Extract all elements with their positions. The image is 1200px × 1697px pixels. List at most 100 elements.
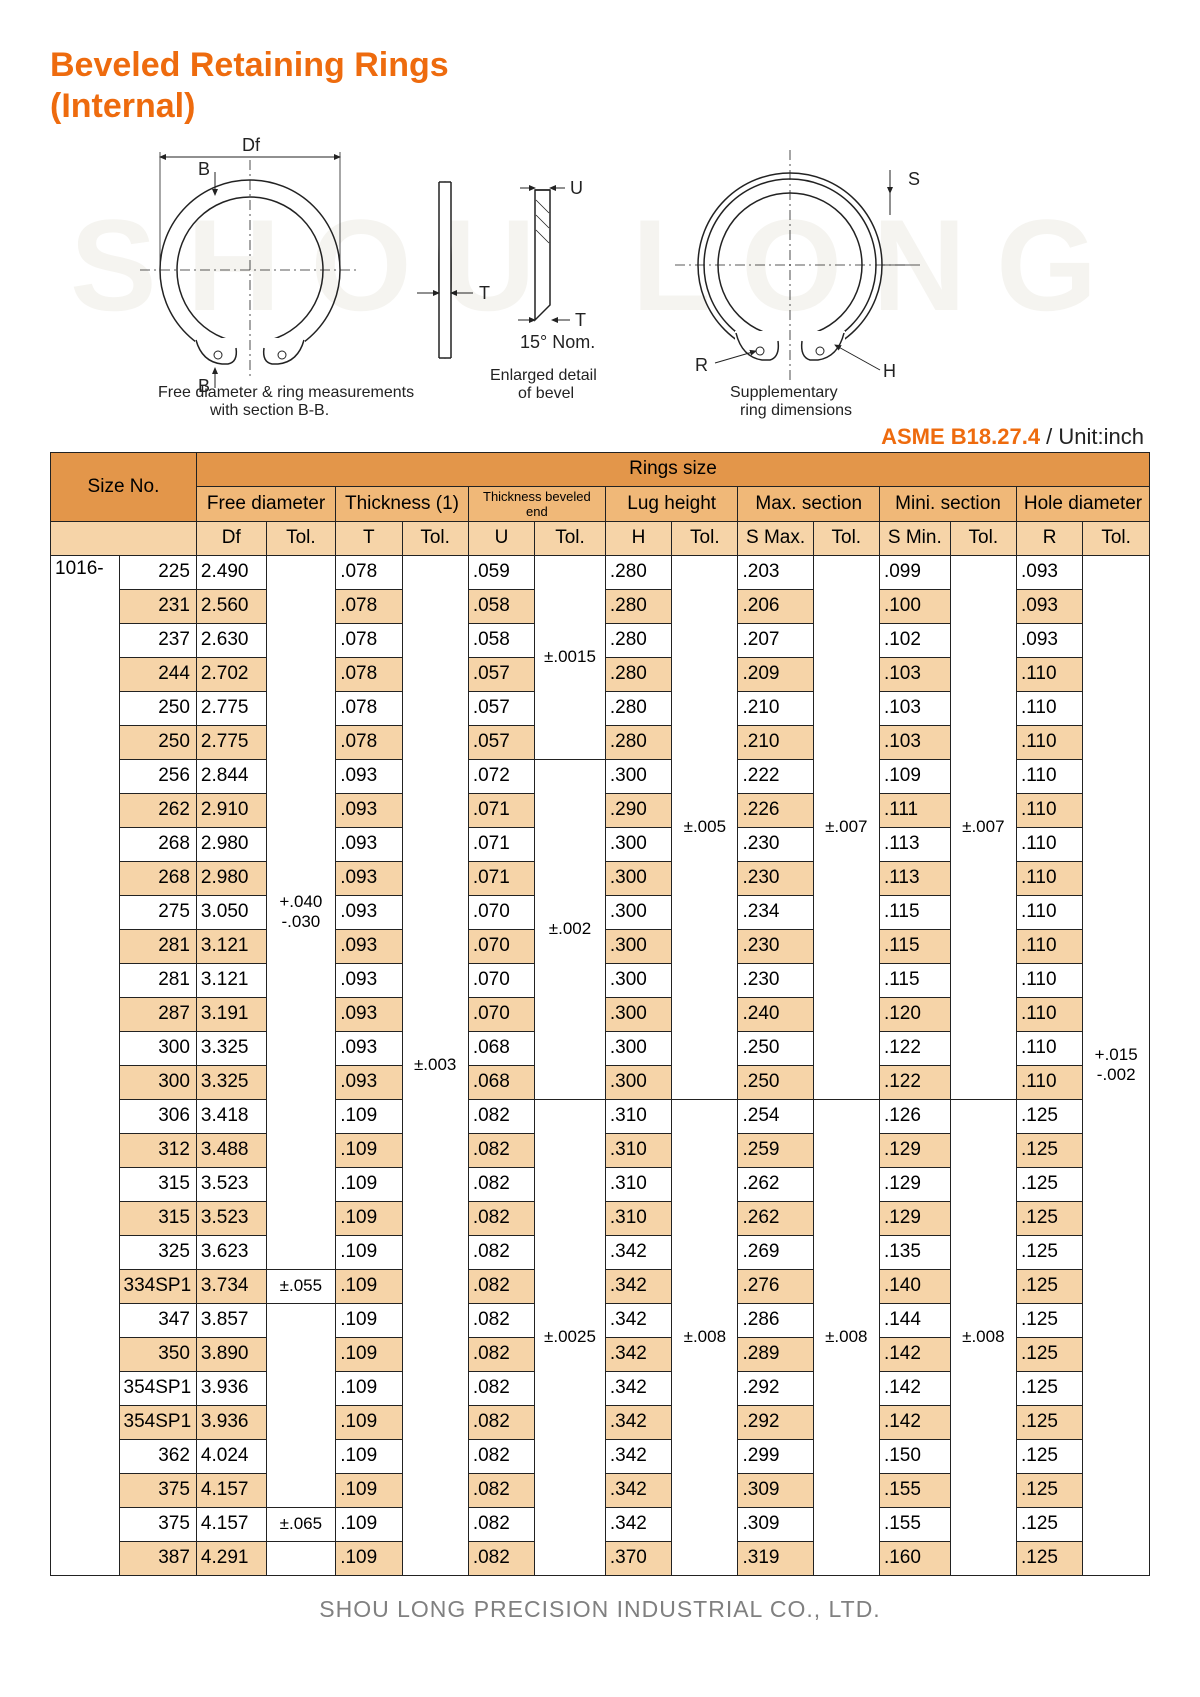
data-cell: .082 — [468, 1541, 534, 1575]
data-cell: .280 — [605, 657, 671, 691]
data-cell: .110 — [1017, 725, 1083, 759]
grp-tbe: Thickness beveled end — [468, 486, 605, 521]
technical-diagram: Df B B Free diameter & ring measurements… — [50, 135, 1150, 420]
col-tol: Tol. — [266, 521, 336, 555]
grp-hd: Hole diameter — [1017, 486, 1150, 521]
data-cell: .103 — [879, 657, 950, 691]
data-cell: .071 — [468, 861, 534, 895]
data-cell: 3.191 — [196, 997, 266, 1031]
data-cell: .057 — [468, 725, 534, 759]
data-cell: .280 — [605, 623, 671, 657]
data-cell: 325 — [119, 1235, 196, 1269]
data-cell: .093 — [1017, 623, 1083, 657]
tol-cell — [266, 1541, 336, 1575]
data-cell: 315 — [119, 1201, 196, 1235]
data-cell: .110 — [1017, 1065, 1083, 1099]
data-cell: .300 — [605, 861, 671, 895]
data-cell: 4.157 — [196, 1473, 266, 1507]
data-cell: .299 — [738, 1439, 813, 1473]
data-cell: .269 — [738, 1235, 813, 1269]
data-cell: .082 — [468, 1099, 534, 1133]
data-cell: .140 — [879, 1269, 950, 1303]
data-cell: 2.775 — [196, 691, 266, 725]
data-cell: .115 — [879, 963, 950, 997]
data-cell: .309 — [738, 1507, 813, 1541]
data-cell: .109 — [336, 1405, 402, 1439]
data-cell: .072 — [468, 759, 534, 793]
data-cell: 4.024 — [196, 1439, 266, 1473]
data-cell: .319 — [738, 1541, 813, 1575]
data-cell: .125 — [1017, 1473, 1083, 1507]
data-cell: .286 — [738, 1303, 813, 1337]
data-cell: .070 — [468, 929, 534, 963]
data-cell: .342 — [605, 1269, 671, 1303]
data-cell: .125 — [1017, 1201, 1083, 1235]
svg-text:Supplementary: Supplementary — [730, 384, 838, 401]
svg-text:15° Nom.: 15° Nom. — [520, 332, 595, 352]
data-cell: .254 — [738, 1099, 813, 1133]
data-cell: .110 — [1017, 827, 1083, 861]
col-smin: S Min. — [879, 521, 950, 555]
data-cell: 268 — [119, 861, 196, 895]
tol-cell: +.015 -.002 — [1083, 555, 1150, 1575]
tol-cell: ±.002 — [535, 759, 606, 1099]
data-cell: .057 — [468, 657, 534, 691]
data-cell: .226 — [738, 793, 813, 827]
data-cell: 250 — [119, 691, 196, 725]
data-cell: .082 — [468, 1337, 534, 1371]
data-cell: .058 — [468, 623, 534, 657]
col-tol: Tol. — [950, 521, 1016, 555]
data-cell: .125 — [1017, 1337, 1083, 1371]
data-cell: .142 — [879, 1405, 950, 1439]
data-cell: .206 — [738, 589, 813, 623]
data-cell: .262 — [738, 1167, 813, 1201]
data-cell: .110 — [1017, 963, 1083, 997]
col-smax: S Max. — [738, 521, 813, 555]
data-cell: .109 — [336, 1167, 402, 1201]
data-cell: .280 — [605, 691, 671, 725]
data-cell: 300 — [119, 1031, 196, 1065]
data-cell: .144 — [879, 1303, 950, 1337]
data-cell: 231 — [119, 589, 196, 623]
data-cell: .129 — [879, 1201, 950, 1235]
data-cell: .203 — [738, 555, 813, 589]
data-cell: 3.936 — [196, 1371, 266, 1405]
svg-text:H: H — [883, 361, 896, 381]
data-cell: .078 — [336, 691, 402, 725]
data-cell: .125 — [1017, 1167, 1083, 1201]
table-body: 1016-2252.490+.040 -.030.078±.003.059±.0… — [51, 555, 1150, 1575]
data-cell: .109 — [879, 759, 950, 793]
data-cell: 334SP1 — [119, 1269, 196, 1303]
data-cell: .082 — [468, 1167, 534, 1201]
spec-unit: / Unit:inch — [1040, 424, 1144, 449]
data-cell: 244 — [119, 657, 196, 691]
data-cell: .078 — [336, 555, 402, 589]
data-cell: .210 — [738, 691, 813, 725]
data-cell: 262 — [119, 793, 196, 827]
data-cell: 354SP1 — [119, 1405, 196, 1439]
data-cell: .292 — [738, 1371, 813, 1405]
data-cell: .210 — [738, 725, 813, 759]
data-cell: .209 — [738, 657, 813, 691]
data-cell: .300 — [605, 827, 671, 861]
tol-cell: ±.007 — [950, 555, 1016, 1099]
data-cell: .093 — [336, 997, 402, 1031]
data-cell: .070 — [468, 895, 534, 929]
data-cell: .342 — [605, 1473, 671, 1507]
tol-cell: ±.005 — [672, 555, 738, 1099]
data-cell: 2.844 — [196, 759, 266, 793]
data-cell: .160 — [879, 1541, 950, 1575]
data-cell: .342 — [605, 1507, 671, 1541]
data-cell: .093 — [336, 1065, 402, 1099]
data-cell: .109 — [336, 1541, 402, 1575]
data-cell: 287 — [119, 997, 196, 1031]
data-cell: 3.734 — [196, 1269, 266, 1303]
data-cell: .110 — [1017, 997, 1083, 1031]
data-cell: .125 — [1017, 1371, 1083, 1405]
data-cell: .122 — [879, 1065, 950, 1099]
data-cell: .120 — [879, 997, 950, 1031]
data-cell: .300 — [605, 929, 671, 963]
data-cell: .125 — [1017, 1235, 1083, 1269]
tol-cell: ±.0015 — [535, 555, 606, 759]
data-cell: .230 — [738, 861, 813, 895]
